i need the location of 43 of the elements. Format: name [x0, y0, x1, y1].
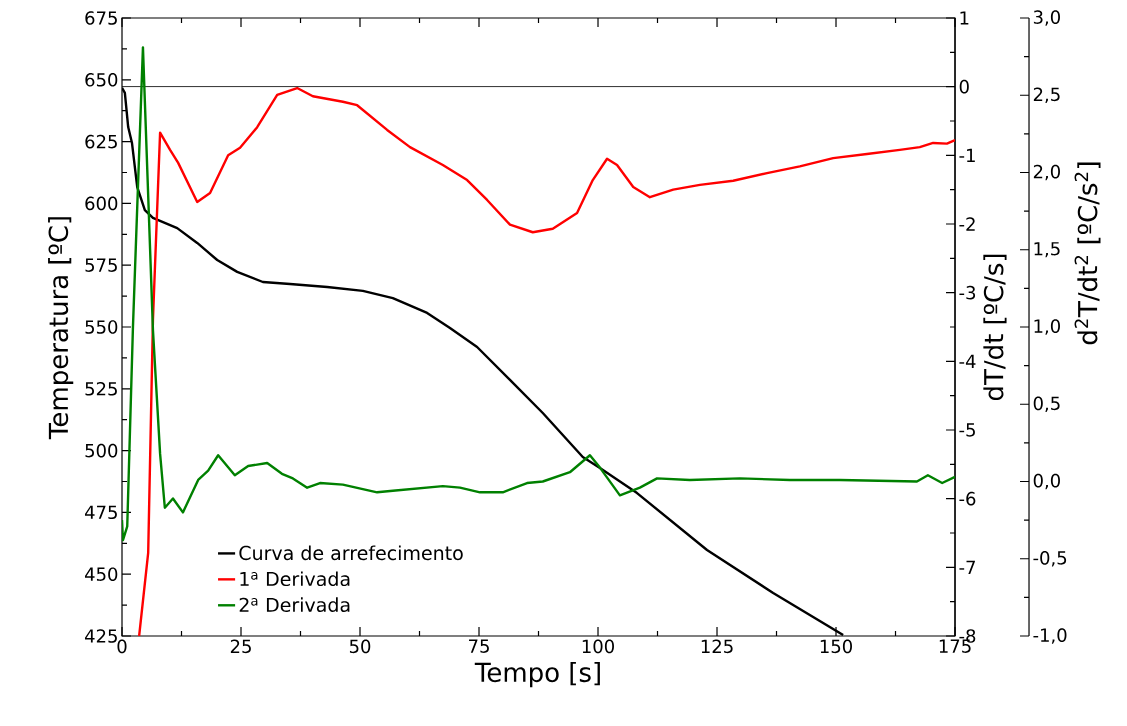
legend-label: 1$^{a}$ Derivada: [240, 571, 350, 587]
y-tick-label: 475: [84, 505, 117, 520]
y-tick-label: 675: [85, 11, 117, 25]
x-axis-title: Tempo [s]: [474, 662, 600, 688]
y-tick-label: 575: [85, 258, 117, 272]
x-tick-label: 150: [820, 639, 852, 654]
x-tick-label: 25: [230, 639, 251, 654]
y3-tick-label: 2,5: [1033, 87, 1060, 103]
x-tick-label: 50: [349, 639, 371, 654]
y2-tick-label: -5: [959, 423, 975, 437]
y2-tick-label: -1: [959, 148, 975, 162]
y2-tick-label: -2: [959, 217, 975, 231]
legend-label: 2$^{a}$ Derivada: [239, 597, 350, 613]
legend-label: Curva de arrefecimento: [239, 545, 463, 561]
y2-tick-label: -3: [959, 285, 976, 300]
y2-tick-label: -6: [959, 491, 976, 506]
y3-tick-label: -0,5: [1033, 551, 1067, 567]
y-tick-label: 600: [85, 196, 118, 211]
y-tick-label: 625: [85, 134, 117, 149]
y3-tick-label: 0,5: [1033, 396, 1060, 412]
y2-tick-label: 1: [960, 11, 969, 25]
y-tick-label: 425: [84, 629, 117, 643]
x-tick-label: 75: [469, 639, 489, 653]
y-tick-label: 450: [84, 567, 118, 581]
x-tick-label: 0: [117, 639, 127, 654]
y2-tick-label: 0: [959, 79, 969, 94]
y-tick-label: 500: [85, 443, 118, 458]
y-tick-label: 650: [85, 72, 118, 87]
y2-tick-label: -4: [959, 354, 976, 368]
y2-axis-title: dT/dt [ºC/s]: [983, 254, 1007, 401]
x-tick-label: 100: [582, 639, 614, 654]
y-axis-title: Temperatura [ºC]: [48, 217, 74, 440]
y2-tick-label: -7: [959, 560, 975, 574]
y3-tick-label: 2,0: [1033, 164, 1060, 181]
y3-tick-label: 1,5: [1034, 242, 1060, 258]
y3-tick-label: 0,0: [1033, 473, 1060, 490]
y3-axis-title: d$^{2}$T/dt$^{2}$ [ºC/s$^{2}$]: [1074, 162, 1101, 345]
y-tick-label: 525: [85, 381, 117, 396]
y3-tick-label: -1,0: [1033, 628, 1067, 644]
x-tick-label: 125: [701, 639, 733, 654]
y3-tick-label: 1,0: [1034, 319, 1060, 335]
y3-tick-label: 3,0: [1033, 10, 1060, 26]
y-tick-label: 550: [85, 320, 118, 334]
